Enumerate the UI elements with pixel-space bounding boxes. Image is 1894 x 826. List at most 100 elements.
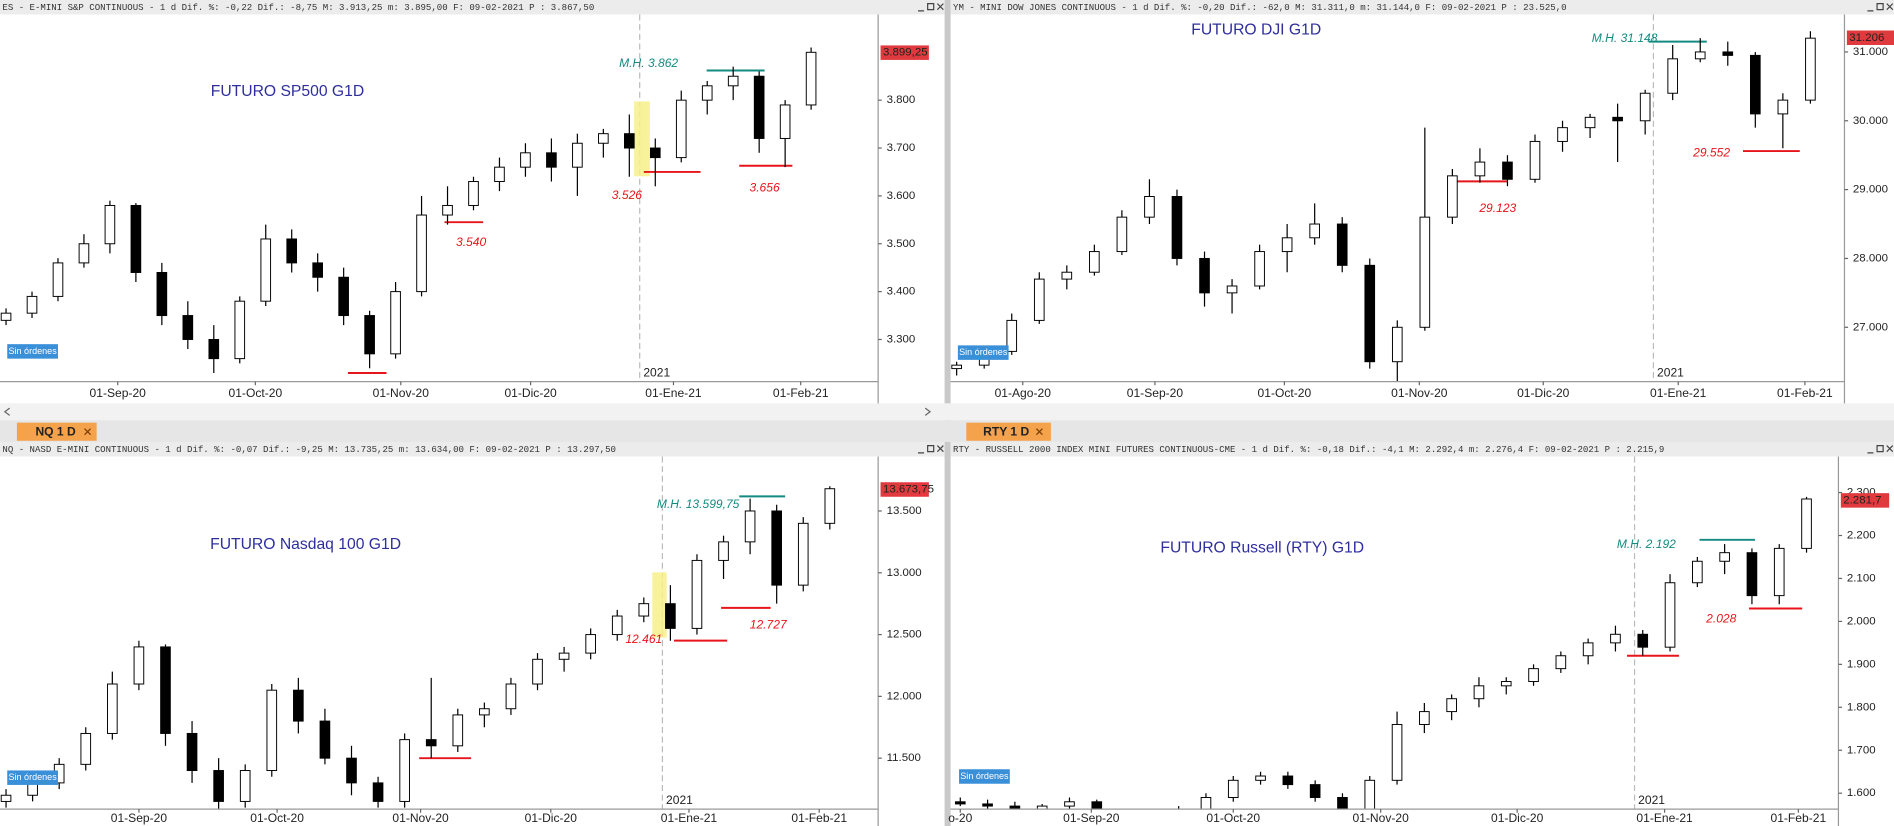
x-tick-label: 01-Sep-20 [90,386,147,400]
candle-body [520,152,531,168]
y-tick-label: 11.500 [887,752,921,764]
x-tick-label: 01-Sep-20 [111,811,168,825]
candle-body [1419,216,1431,328]
candle-body [665,603,676,629]
candle-body [1719,552,1730,562]
candle-body [1255,775,1266,781]
candle-body [52,262,64,297]
candle-body [1200,797,1212,810]
tab-close[interactable] [84,428,1043,436]
candle-body [1805,37,1816,101]
y-tick-label: 2.300 [1847,487,1876,499]
candle-body [1473,685,1485,700]
plot-area [951,14,1816,382]
scroll-bar[interactable] [0,403,1894,421]
y-tick-label: 2.200 [1847,530,1876,542]
panel-header [0,0,945,15]
chart-title: FUTURO Russell (RTY) G1D [1160,539,1364,556]
candle-body [1309,223,1320,239]
candle-body [0,794,12,802]
candle-body [1309,784,1321,798]
candle-body [1364,779,1376,810]
candle-body [1171,196,1183,259]
candle-body [1750,54,1761,115]
candle-body [1773,547,1785,597]
candle-body [364,315,375,355]
panel-header [950,0,1894,15]
candle-body [104,204,116,245]
y-tick-label: 2.000 [1847,615,1876,627]
y-tick-label: 13.000 [887,567,922,579]
candle-body [425,739,437,747]
y-tick-label: 13.500 [887,505,922,517]
annotation: 29.552 [1692,146,1730,160]
candle-body [1227,779,1239,798]
candle-body [1009,805,1021,810]
y-tick-label: 28.000 [1853,252,1888,264]
candle-body [1722,51,1734,56]
candle-body [1391,326,1403,363]
candle-body [797,522,809,586]
x-tick-label: 01-Dic-20 [1491,811,1544,825]
candle-body [260,238,272,302]
candle-body [1447,175,1458,218]
annotation: 12.461 [625,632,662,646]
tab[interactable] [966,422,1051,441]
candle-body [372,782,384,802]
candle-body [390,291,401,355]
y-tick-label: 1.600 [1847,787,1876,799]
annotation: M.H. 13.599,75 [657,497,740,511]
candle-body [638,603,650,617]
candle-body [1064,801,1075,807]
scroll-arrows[interactable] [3,407,932,416]
candle-body [338,276,349,317]
candle-body [546,152,557,168]
chart-title: FUTURO SP500 G1D [211,83,364,100]
candle-body [1391,723,1403,781]
candle-body [1336,223,1348,266]
candle-body [130,204,142,273]
orders-label: Sin órdenes [8,346,57,356]
candle-body [611,615,623,636]
candle-body [1033,278,1045,321]
candle-body [312,262,323,278]
y-tick-label: 1.700 [1847,744,1876,756]
candle-body [1528,668,1539,683]
x-tick-label: 01-Oct-20 [229,386,283,400]
candle-body [1584,116,1596,129]
last-price-badge [1840,493,1890,508]
candle-body [1254,251,1265,287]
annotation: 3.526 [612,188,642,202]
plot-area [0,456,836,810]
tab-label[interactable]: RTY 1 D [983,425,1029,439]
candle-body [1089,251,1100,273]
y-tick-label: 3.700 [887,142,916,154]
candle-body [1116,216,1128,253]
y-tick-label: 12.500 [887,629,922,641]
annotation: 12.727 [750,618,788,632]
y-tick-label: 29.000 [1853,184,1888,196]
last-price-badge [880,45,929,60]
x-tick-label: 01-Nov-20 [392,811,449,825]
chart-title: FUTURO Nasdaq 100 G1D [210,536,401,553]
x-tick-label: 01-Sep-20 [1063,811,1120,825]
last-price-label: 13.673,75 [883,484,934,496]
panel-header [0,441,945,457]
y-tick-label: 3.400 [887,286,916,298]
window-controls [918,445,944,454]
candle-body [624,133,635,149]
candle-body [505,683,517,710]
candle-body [26,295,38,314]
orders-label: Sin órdenes [8,772,57,782]
tab-label[interactable]: NQ 1 D [35,425,76,439]
last-price-label: 31.206 [1849,32,1884,44]
candle-body [771,510,782,586]
y-tick-label: 1.900 [1847,658,1876,670]
candle-body [744,510,756,543]
tab[interactable] [16,422,97,441]
year-label: 2021 [1638,793,1665,807]
candle-body [293,689,304,722]
x-tick-label: 01-Nov-20 [1353,811,1410,825]
annotation: M.H. 3.862 [619,56,678,70]
